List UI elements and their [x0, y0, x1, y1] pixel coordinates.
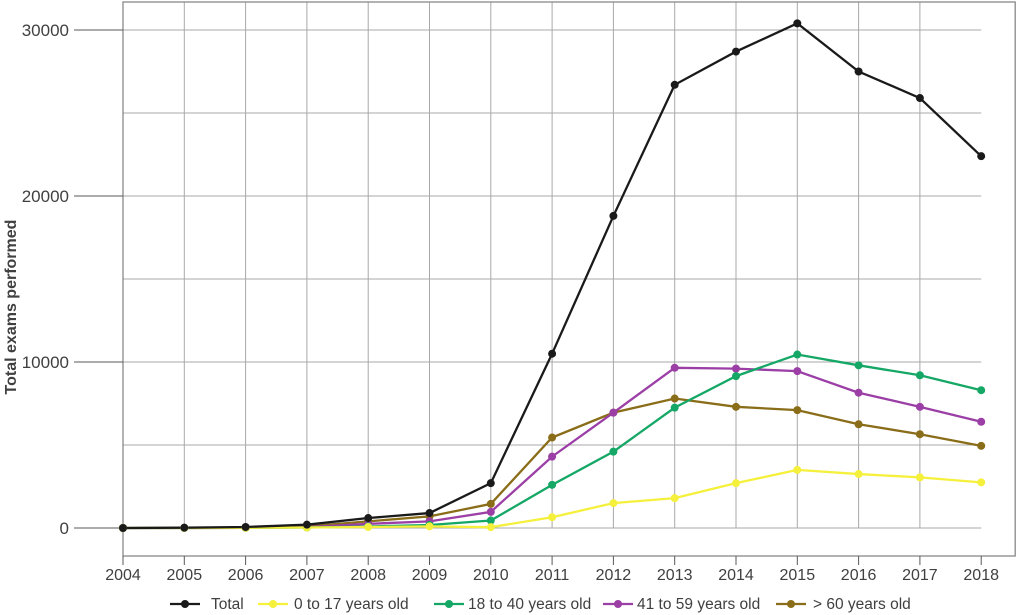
svg-text:2006: 2006	[228, 567, 264, 584]
svg-text:20000: 20000	[22, 187, 69, 206]
svg-text:2005: 2005	[167, 567, 203, 584]
svg-text:2004: 2004	[105, 567, 141, 584]
svg-text:30000: 30000	[22, 21, 69, 40]
svg-text:10000: 10000	[22, 353, 69, 372]
svg-text:2016: 2016	[841, 567, 877, 584]
svg-text:2010: 2010	[473, 567, 509, 584]
svg-text:2011: 2011	[535, 567, 570, 584]
svg-text:2013: 2013	[657, 567, 693, 584]
svg-text:0 to 17 years old: 0 to 17 years old	[294, 596, 409, 613]
svg-text:18 to 40 years old: 18 to 40 years old	[468, 596, 591, 613]
svg-text:2008: 2008	[350, 567, 386, 584]
svg-text:2009: 2009	[412, 567, 448, 584]
svg-text:2017: 2017	[902, 567, 938, 584]
svg-text:0: 0	[60, 519, 69, 538]
svg-text:41 to 59 years old: 41 to 59 years old	[637, 596, 760, 613]
svg-text:2015: 2015	[780, 567, 816, 584]
svg-text:2018: 2018	[963, 567, 999, 584]
svg-text:Total: Total	[211, 596, 244, 613]
svg-text:2014: 2014	[718, 567, 754, 584]
svg-text:2012: 2012	[596, 567, 632, 584]
svg-text:Total exams performed: Total exams performed	[3, 220, 20, 395]
svg-text:> 60 years old: > 60 years old	[813, 596, 911, 613]
svg-text:2007: 2007	[289, 567, 325, 584]
